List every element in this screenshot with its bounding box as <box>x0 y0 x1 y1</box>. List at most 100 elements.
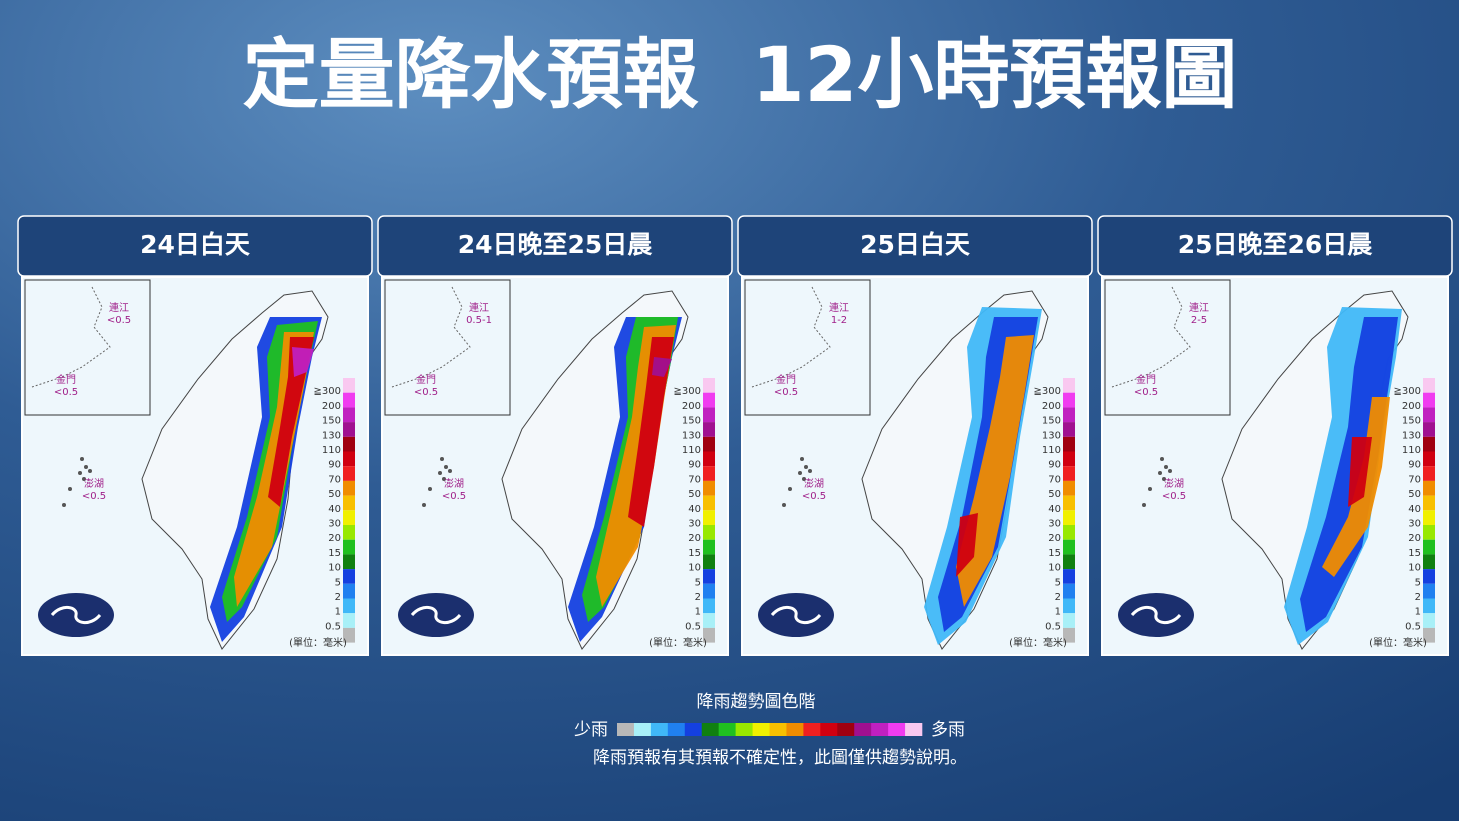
logo-swirl <box>410 606 462 624</box>
rain-area <box>628 337 674 527</box>
scale-swatch <box>1423 436 1435 452</box>
island <box>1158 471 1162 475</box>
legend-swatch <box>735 723 753 736</box>
scale-label: 5 <box>1415 577 1421 588</box>
scale-label: 10 <box>1048 563 1061 574</box>
unit-label: (單位：毫米) <box>1009 636 1067 649</box>
scale-swatch <box>703 613 715 628</box>
scale-label: 15 <box>1048 548 1061 559</box>
penghu-value: <0.5 <box>442 491 466 502</box>
kinmen-value: <0.5 <box>774 387 798 398</box>
island <box>782 503 786 507</box>
scale-swatch <box>1063 407 1075 423</box>
coastline <box>1111 286 1191 388</box>
coastline <box>751 286 831 388</box>
legend-swatch <box>871 723 889 736</box>
island <box>788 487 792 491</box>
page-title: 定量降水預報 12小時預報圖 <box>243 30 1238 119</box>
penghu-name: 澎湖 <box>1164 478 1184 490</box>
rain-area <box>652 357 672 377</box>
scale-swatch <box>343 613 355 628</box>
scale-label: 5 <box>1055 577 1061 588</box>
island <box>808 469 812 473</box>
legend-swatch <box>786 723 804 736</box>
scale-label: 5 <box>335 577 341 588</box>
scale-label: 70 <box>688 474 701 485</box>
island <box>1162 477 1166 481</box>
panel-title: 25日晚至26日晨 <box>1178 230 1374 259</box>
kinmen-value: <0.5 <box>1134 387 1158 398</box>
scale-swatch <box>343 392 355 408</box>
legend-title: 降雨趨勢圖色階 <box>697 692 816 712</box>
scale-label: 200 <box>1042 401 1061 412</box>
scale-label: 20 <box>1048 533 1061 544</box>
scale-label: ≧300 <box>1034 386 1061 397</box>
coastline <box>391 286 471 388</box>
island <box>82 477 86 481</box>
scale-swatch <box>343 627 355 643</box>
panel-title: 24日晚至25日晨 <box>458 230 654 259</box>
legend-swatch <box>667 723 686 736</box>
legend-swatch <box>701 723 719 736</box>
scale-label: 200 <box>682 401 701 412</box>
scale-label: 2 <box>335 592 341 603</box>
scale-label: 20 <box>328 533 341 544</box>
scale-swatch <box>1423 466 1435 481</box>
scale-swatch <box>703 627 715 643</box>
scale-swatch <box>343 598 355 614</box>
scale-swatch <box>1423 554 1435 570</box>
scale-label: 5 <box>695 577 701 588</box>
scale-label: 30 <box>688 519 701 530</box>
scale-swatch <box>1423 539 1435 555</box>
scale-swatch <box>1063 539 1075 555</box>
scale-swatch <box>1063 525 1075 540</box>
scale-swatch <box>1063 378 1075 393</box>
scale-label: 90 <box>1048 460 1061 471</box>
scale-swatch <box>703 436 715 452</box>
scale-swatch <box>703 407 715 423</box>
rain-area <box>956 513 978 577</box>
scale-swatch <box>1063 510 1075 525</box>
inset-box <box>1104 279 1231 416</box>
island <box>1168 469 1172 473</box>
scale-swatch <box>1063 451 1075 467</box>
scale-swatch <box>1063 436 1075 452</box>
scale-label: 130 <box>682 430 701 441</box>
legend-less: 少雨 <box>574 720 608 740</box>
scale-swatch <box>1063 495 1075 511</box>
scale-swatch <box>1423 451 1435 467</box>
scale-label: ≧300 <box>314 386 341 397</box>
scale-label: 50 <box>1048 489 1061 500</box>
scale-swatch <box>1423 378 1435 393</box>
unit-label: (單位：毫米) <box>289 636 347 649</box>
rain-map: 連江1-2金門<0.5澎湖<0.5≧3002001501301109070504… <box>741 276 1089 656</box>
scale-swatch <box>343 525 355 540</box>
scale-swatch <box>1423 480 1435 496</box>
legend-swatch <box>905 723 923 736</box>
scale-swatch <box>1063 569 1075 584</box>
scale-swatch <box>703 378 715 393</box>
scale-label: 40 <box>1048 504 1061 515</box>
island <box>798 471 802 475</box>
scale-label: 130 <box>1402 430 1421 441</box>
island <box>88 469 92 473</box>
scale-label: 1 <box>335 607 341 618</box>
scale-swatch <box>343 436 355 452</box>
scale-swatch <box>1063 392 1075 408</box>
scale-swatch <box>343 569 355 584</box>
scale-label: 15 <box>1408 548 1421 559</box>
scale-label: 50 <box>328 489 341 500</box>
scale-swatch <box>703 598 715 614</box>
matsu-value: <0.5 <box>107 315 131 326</box>
legend-swatch <box>752 723 770 736</box>
scale-swatch <box>1423 613 1435 628</box>
scale-label: 70 <box>328 474 341 485</box>
legend-swatch <box>718 723 736 736</box>
inset-box <box>384 279 511 416</box>
scale-swatch <box>1063 583 1075 599</box>
legend-more: 多雨 <box>931 720 965 740</box>
scale-swatch <box>703 554 715 570</box>
unit-label: (單位：毫米) <box>649 636 707 649</box>
scale-label: 150 <box>322 416 341 427</box>
